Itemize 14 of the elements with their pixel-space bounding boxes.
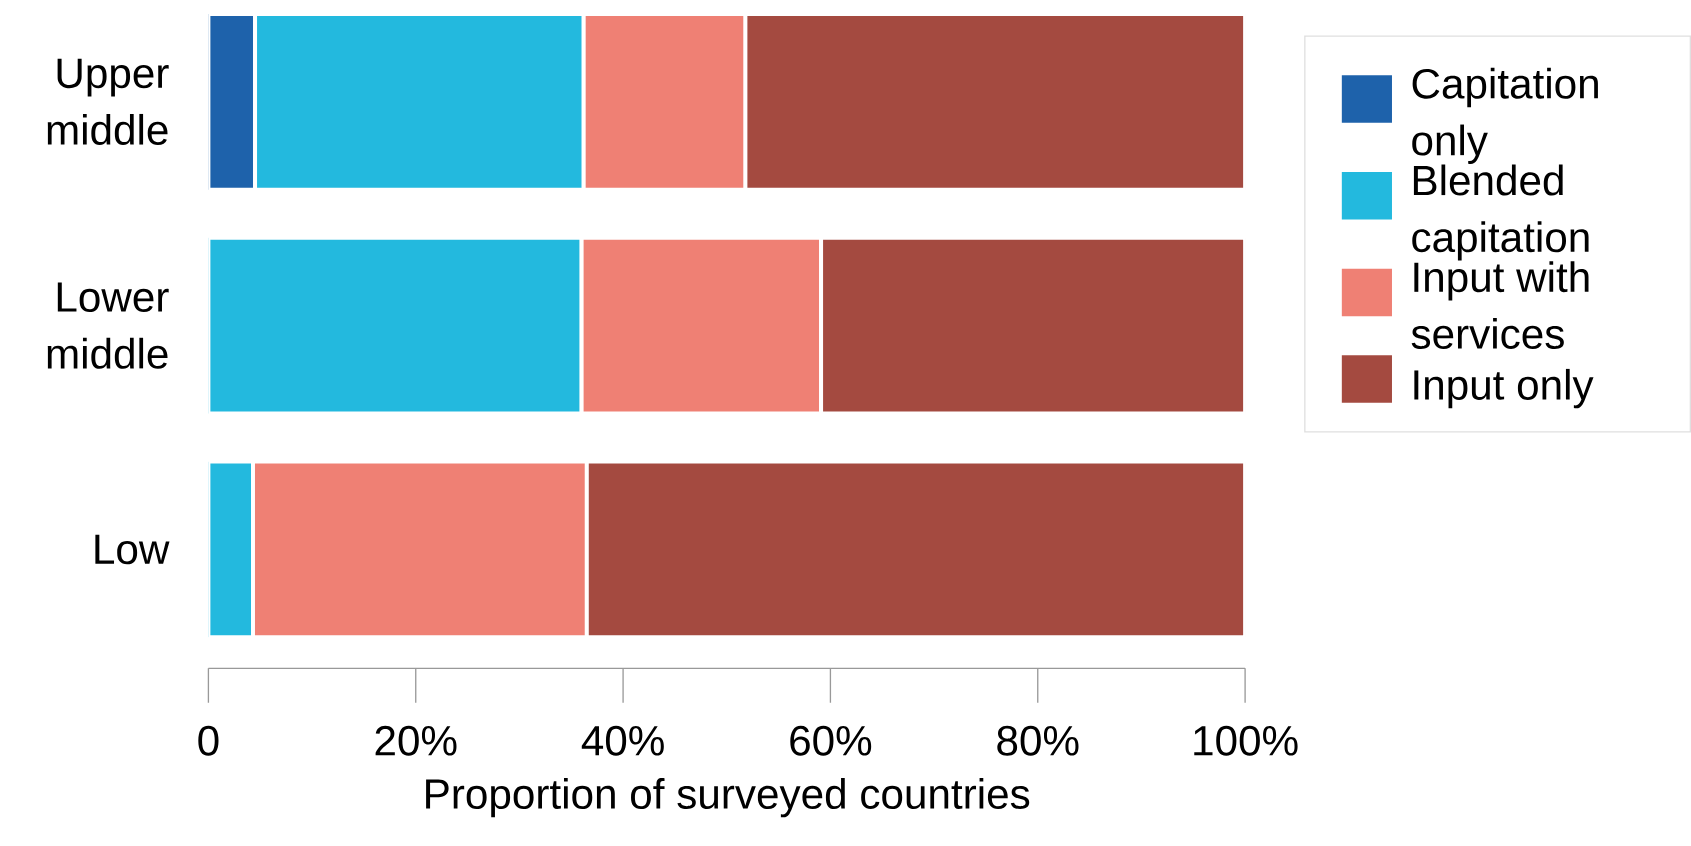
x-tick-label: 40% [581, 726, 664, 756]
legend-label: Input only [1414, 369, 1594, 409]
x-tick-label: 20% [375, 726, 457, 756]
legend-label: Input with services [1411, 261, 1589, 350]
x-axis-title: Proportion of surveyed countries [426, 778, 1030, 818]
y-tick-label: Upper middle [47, 58, 169, 146]
legend-label: Blended capitation [1412, 164, 1589, 261]
legend-label: Capitation only [1412, 67, 1598, 165]
x-tick-label: 80% [997, 726, 1079, 756]
x-tick-label: 100% [1194, 726, 1298, 756]
y-tick-label: Low [95, 534, 170, 565]
y-tick-label: Lower middle [47, 282, 169, 369]
x-tick-label: 60% [790, 726, 872, 756]
x-tick-label: 0 [198, 726, 219, 756]
